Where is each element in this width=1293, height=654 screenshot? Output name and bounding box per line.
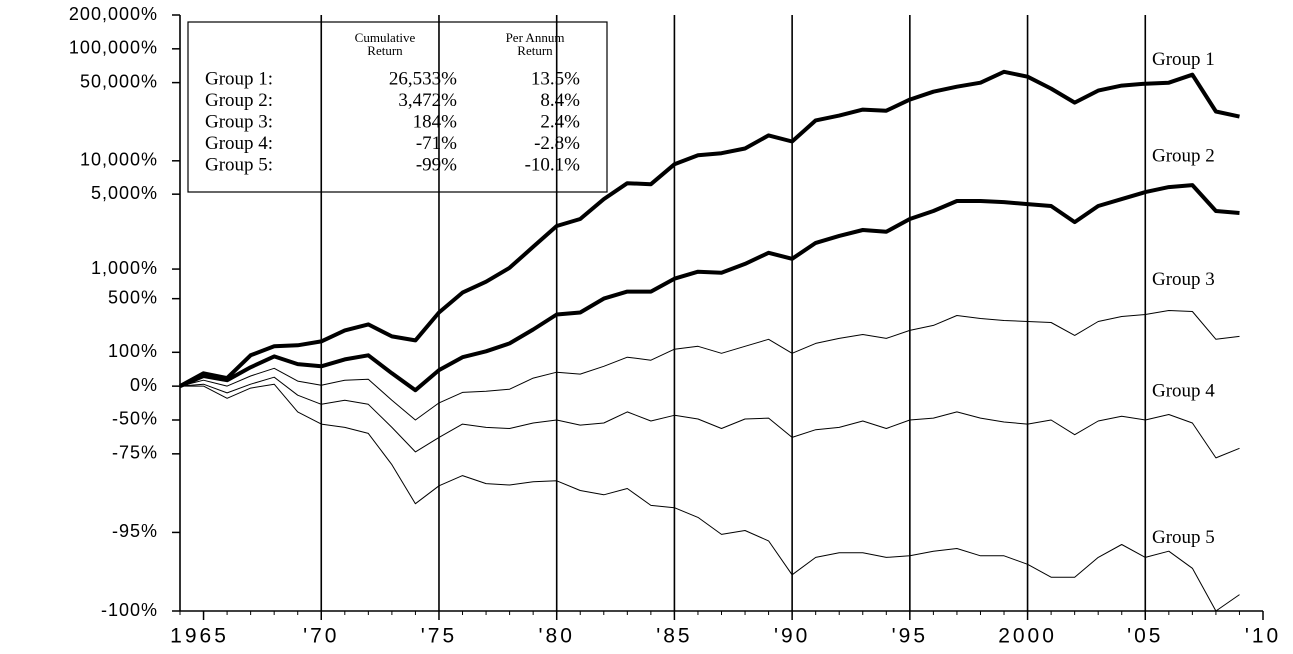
- x-tick-label: '70: [303, 625, 339, 648]
- series-label: Group 5: [1152, 527, 1215, 548]
- table-cell: 26,533%: [389, 68, 457, 89]
- x-tick-label: '80: [539, 625, 575, 648]
- table-cell: -71%: [416, 133, 457, 154]
- y-tick-label: 50,000%: [80, 71, 158, 91]
- series-line: [179, 310, 1240, 421]
- y-tick-label: 5,000%: [91, 183, 158, 203]
- table-header: Per Annum: [506, 30, 565, 45]
- y-tick-label: -50%: [112, 409, 158, 429]
- table-cell: 13.5%: [531, 68, 580, 89]
- x-tick-label: '90: [774, 625, 810, 648]
- table-cell: 3,472%: [398, 90, 457, 111]
- table-cell: -10.1%: [525, 154, 581, 175]
- x-tick-label: '75: [421, 625, 457, 648]
- y-tick-label: -95%: [112, 521, 158, 541]
- table-cell: -99%: [416, 154, 457, 175]
- table-cell: -2.8%: [534, 133, 580, 154]
- table-header: Cumulative: [355, 30, 416, 45]
- series-label: Group 3: [1152, 269, 1215, 290]
- y-tick-label: -75%: [112, 443, 158, 463]
- series-label: Group 2: [1152, 145, 1215, 166]
- y-tick-label: 100%: [108, 341, 158, 361]
- table-row-label: Group 5:: [205, 154, 273, 175]
- y-tick-label: 10,000%: [80, 150, 158, 170]
- x-tick-label: '95: [892, 625, 928, 648]
- table-row-label: Group 2:: [205, 90, 273, 111]
- table-cell: 184%: [413, 111, 458, 132]
- y-tick-label: 0%: [130, 375, 158, 395]
- table-row-label: Group 3:: [205, 111, 273, 132]
- y-tick-label: 1,000%: [91, 258, 158, 278]
- table-cell: 2.4%: [540, 111, 580, 132]
- x-tick-label: 2000: [998, 625, 1057, 648]
- table-cell: 8.4%: [540, 90, 580, 111]
- x-tick-label: '05: [1127, 625, 1163, 648]
- table-header: Return: [517, 43, 553, 58]
- x-tick-label: 1965: [170, 625, 229, 648]
- series-label: Group 1: [1152, 49, 1215, 70]
- x-tick-label: '10: [1245, 625, 1281, 648]
- table-row-label: Group 4:: [205, 133, 273, 154]
- series-line: [179, 376, 1240, 459]
- y-tick-label: 100,000%: [69, 38, 158, 58]
- y-tick-label: -100%: [101, 600, 158, 620]
- x-tick-label: '85: [656, 625, 692, 648]
- table-header: Return: [367, 43, 403, 58]
- legend-box: [187, 21, 608, 193]
- series-label: Group 4: [1152, 381, 1215, 402]
- series-line: [179, 69, 1240, 388]
- y-tick-label: 500%: [108, 287, 158, 307]
- table-row-label: Group 1:: [205, 68, 273, 89]
- y-tick-label: 200,000%: [69, 4, 158, 24]
- series-line: [179, 183, 1240, 393]
- series-line: [180, 383, 1240, 612]
